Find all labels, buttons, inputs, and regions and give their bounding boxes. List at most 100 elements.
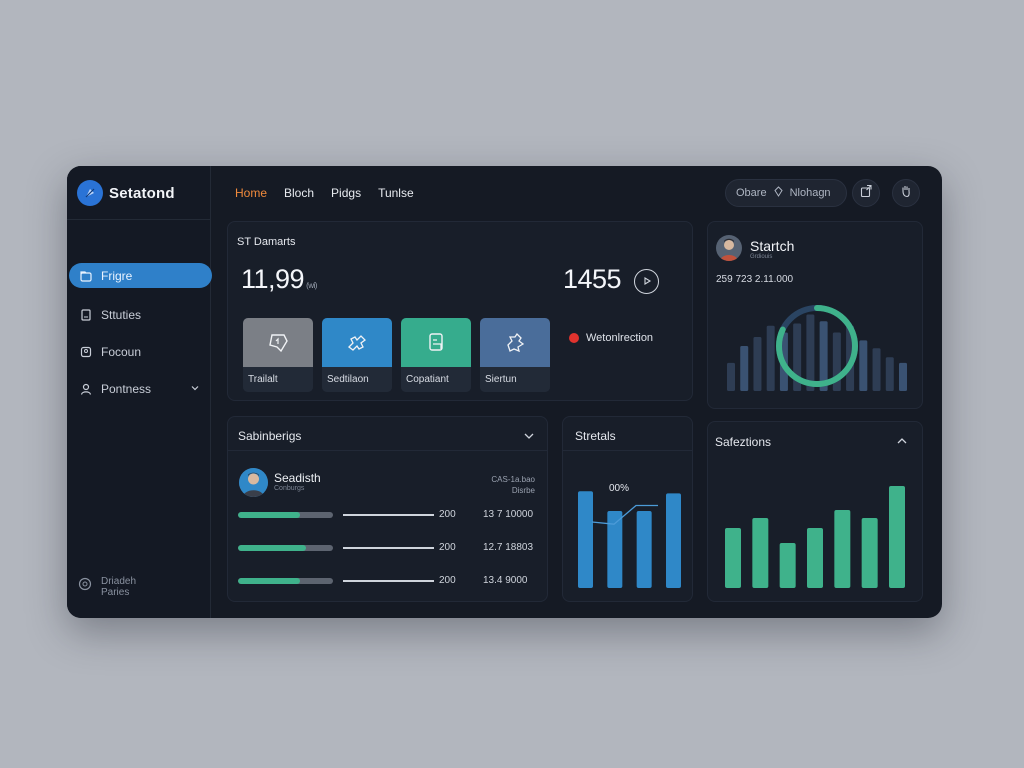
metrics-title: ST Damarts xyxy=(237,236,296,248)
tab-pidgs[interactable]: Pidgs xyxy=(331,186,362,200)
selections-title: Safeztions xyxy=(715,435,772,449)
progress-fill xyxy=(238,545,307,551)
sidebar-item-label: Focoun xyxy=(101,344,142,359)
progress-bar xyxy=(238,512,333,518)
sidebar-item-label: Sttuties xyxy=(101,307,142,322)
progress-fill xyxy=(238,578,300,584)
row-amount: 13.4 9000 xyxy=(483,575,528,586)
brand[interactable]: Setatond xyxy=(77,180,175,206)
tile-label: Trailalt xyxy=(243,367,313,392)
progress-fill xyxy=(238,512,300,518)
chat-icon xyxy=(243,318,313,367)
progress-bar xyxy=(238,578,333,584)
bar xyxy=(607,511,623,588)
bar xyxy=(899,362,907,391)
stat-meta: CAS-1a.bao Disrbe xyxy=(467,474,535,496)
metric-main: 11,99 (wi) xyxy=(241,264,317,295)
tile-copatiant[interactable]: Copatiant xyxy=(401,318,471,392)
search-input[interactable]: Obare Nlohagn xyxy=(725,179,847,207)
sidebar: Setatond Frigre Sttuties Focoun Pontne xyxy=(67,166,212,618)
export-icon xyxy=(859,184,873,203)
bar xyxy=(578,491,593,588)
sidebar-item-focoun[interactable]: Focoun xyxy=(69,339,212,364)
sidebar-item-label: Frigre xyxy=(101,268,133,283)
divider xyxy=(67,219,211,220)
bar xyxy=(779,543,796,588)
bar xyxy=(861,518,878,588)
metric-secondary: 1455 xyxy=(563,264,622,295)
chevron-down-icon[interactable] xyxy=(523,429,535,447)
row-divider-line xyxy=(343,547,434,549)
bar xyxy=(819,321,828,391)
metric-main-unit: (wi) xyxy=(306,281,317,290)
play-icon xyxy=(642,273,652,291)
dashboard-window: Setatond Frigre Sttuties Focoun Pontne xyxy=(67,166,942,618)
progress-bar xyxy=(238,545,333,551)
profile-name: Startch xyxy=(750,238,795,254)
bar xyxy=(752,518,769,588)
notification[interactable]: Wetonlrection xyxy=(569,332,653,344)
row-divider-line xyxy=(343,580,434,582)
hand-button[interactable] xyxy=(892,179,920,207)
tile-trailalt[interactable]: Trailalt xyxy=(243,318,313,392)
tile-siertun[interactable]: Siertun xyxy=(480,318,550,392)
profile-chart xyxy=(727,305,907,391)
sidebar-footer[interactable]: Driadeh Paries xyxy=(77,576,136,598)
notification-text: Wetonlrection xyxy=(586,332,654,344)
pin-icon xyxy=(773,186,784,200)
profile-numbers: 259 723 2.11.000 xyxy=(716,274,794,285)
bar xyxy=(666,493,681,588)
profile-subtitle: Grdiouis xyxy=(750,254,773,260)
sidebar-item-pontness[interactable]: Pontness xyxy=(69,376,212,401)
bar xyxy=(806,314,815,391)
settings-icon xyxy=(77,576,93,598)
tab-bloch[interactable]: Bloch xyxy=(284,186,315,200)
bar xyxy=(636,511,652,588)
puzzle-icon xyxy=(322,318,392,367)
play-button[interactable] xyxy=(634,269,659,294)
tile-label: Copatiant xyxy=(401,367,471,392)
search-label: Obare xyxy=(736,187,767,199)
trend-line xyxy=(591,504,658,525)
chevron-up-icon[interactable] xyxy=(896,434,908,452)
avatar[interactable] xyxy=(716,235,742,261)
chevron-down-icon[interactable] xyxy=(190,382,200,396)
bar xyxy=(872,348,881,391)
document-icon xyxy=(79,308,93,322)
stat-user-sub: Conburgs xyxy=(274,485,305,492)
row-value: 200 xyxy=(439,575,456,586)
sidebar-item-label: Pontness xyxy=(101,381,152,396)
export-button[interactable] xyxy=(852,179,880,207)
avatar[interactable] xyxy=(239,468,268,497)
stretals-chart xyxy=(578,491,681,588)
stretals-title: Stretals xyxy=(575,429,616,443)
row-value: 200 xyxy=(439,542,456,553)
tab-tunlse[interactable]: Tunlse xyxy=(378,186,414,200)
divider xyxy=(227,450,548,451)
bar xyxy=(725,528,741,588)
statistics-title: Sabinberigs xyxy=(238,429,302,443)
ring-progress xyxy=(776,305,858,387)
metric-main-value: 11,99 xyxy=(241,264,305,294)
tile-sedtilaon[interactable]: Sedtilaon xyxy=(322,318,392,392)
sidebar-item-frigre[interactable]: Frigre xyxy=(69,263,212,288)
sidebar-item-sttuties[interactable]: Sttuties xyxy=(69,302,212,327)
row-value: 200 xyxy=(439,509,456,520)
clipboard-icon xyxy=(79,345,93,359)
metric-secondary-value: 1455 xyxy=(563,264,622,294)
user-icon xyxy=(79,382,93,396)
search-value: Nlohagn xyxy=(789,187,831,199)
hand-icon xyxy=(899,184,913,203)
tile-label: Siertun xyxy=(480,367,550,392)
row-divider-line xyxy=(343,514,434,516)
bar xyxy=(807,528,823,588)
tile-label: Sedtilaon xyxy=(322,367,392,392)
bar xyxy=(859,340,868,391)
row-amount: 12.7 18803 xyxy=(483,542,534,553)
stretals-percent: 00% xyxy=(609,483,630,494)
stat-meta-line-1: CAS-1a.bao xyxy=(491,475,535,484)
row-amount: 13 7 10000 xyxy=(483,509,534,520)
top-nav: Home Bloch Pidgs Tunlse xyxy=(235,186,414,200)
tab-home[interactable]: Home xyxy=(235,186,268,200)
bar xyxy=(766,325,775,391)
